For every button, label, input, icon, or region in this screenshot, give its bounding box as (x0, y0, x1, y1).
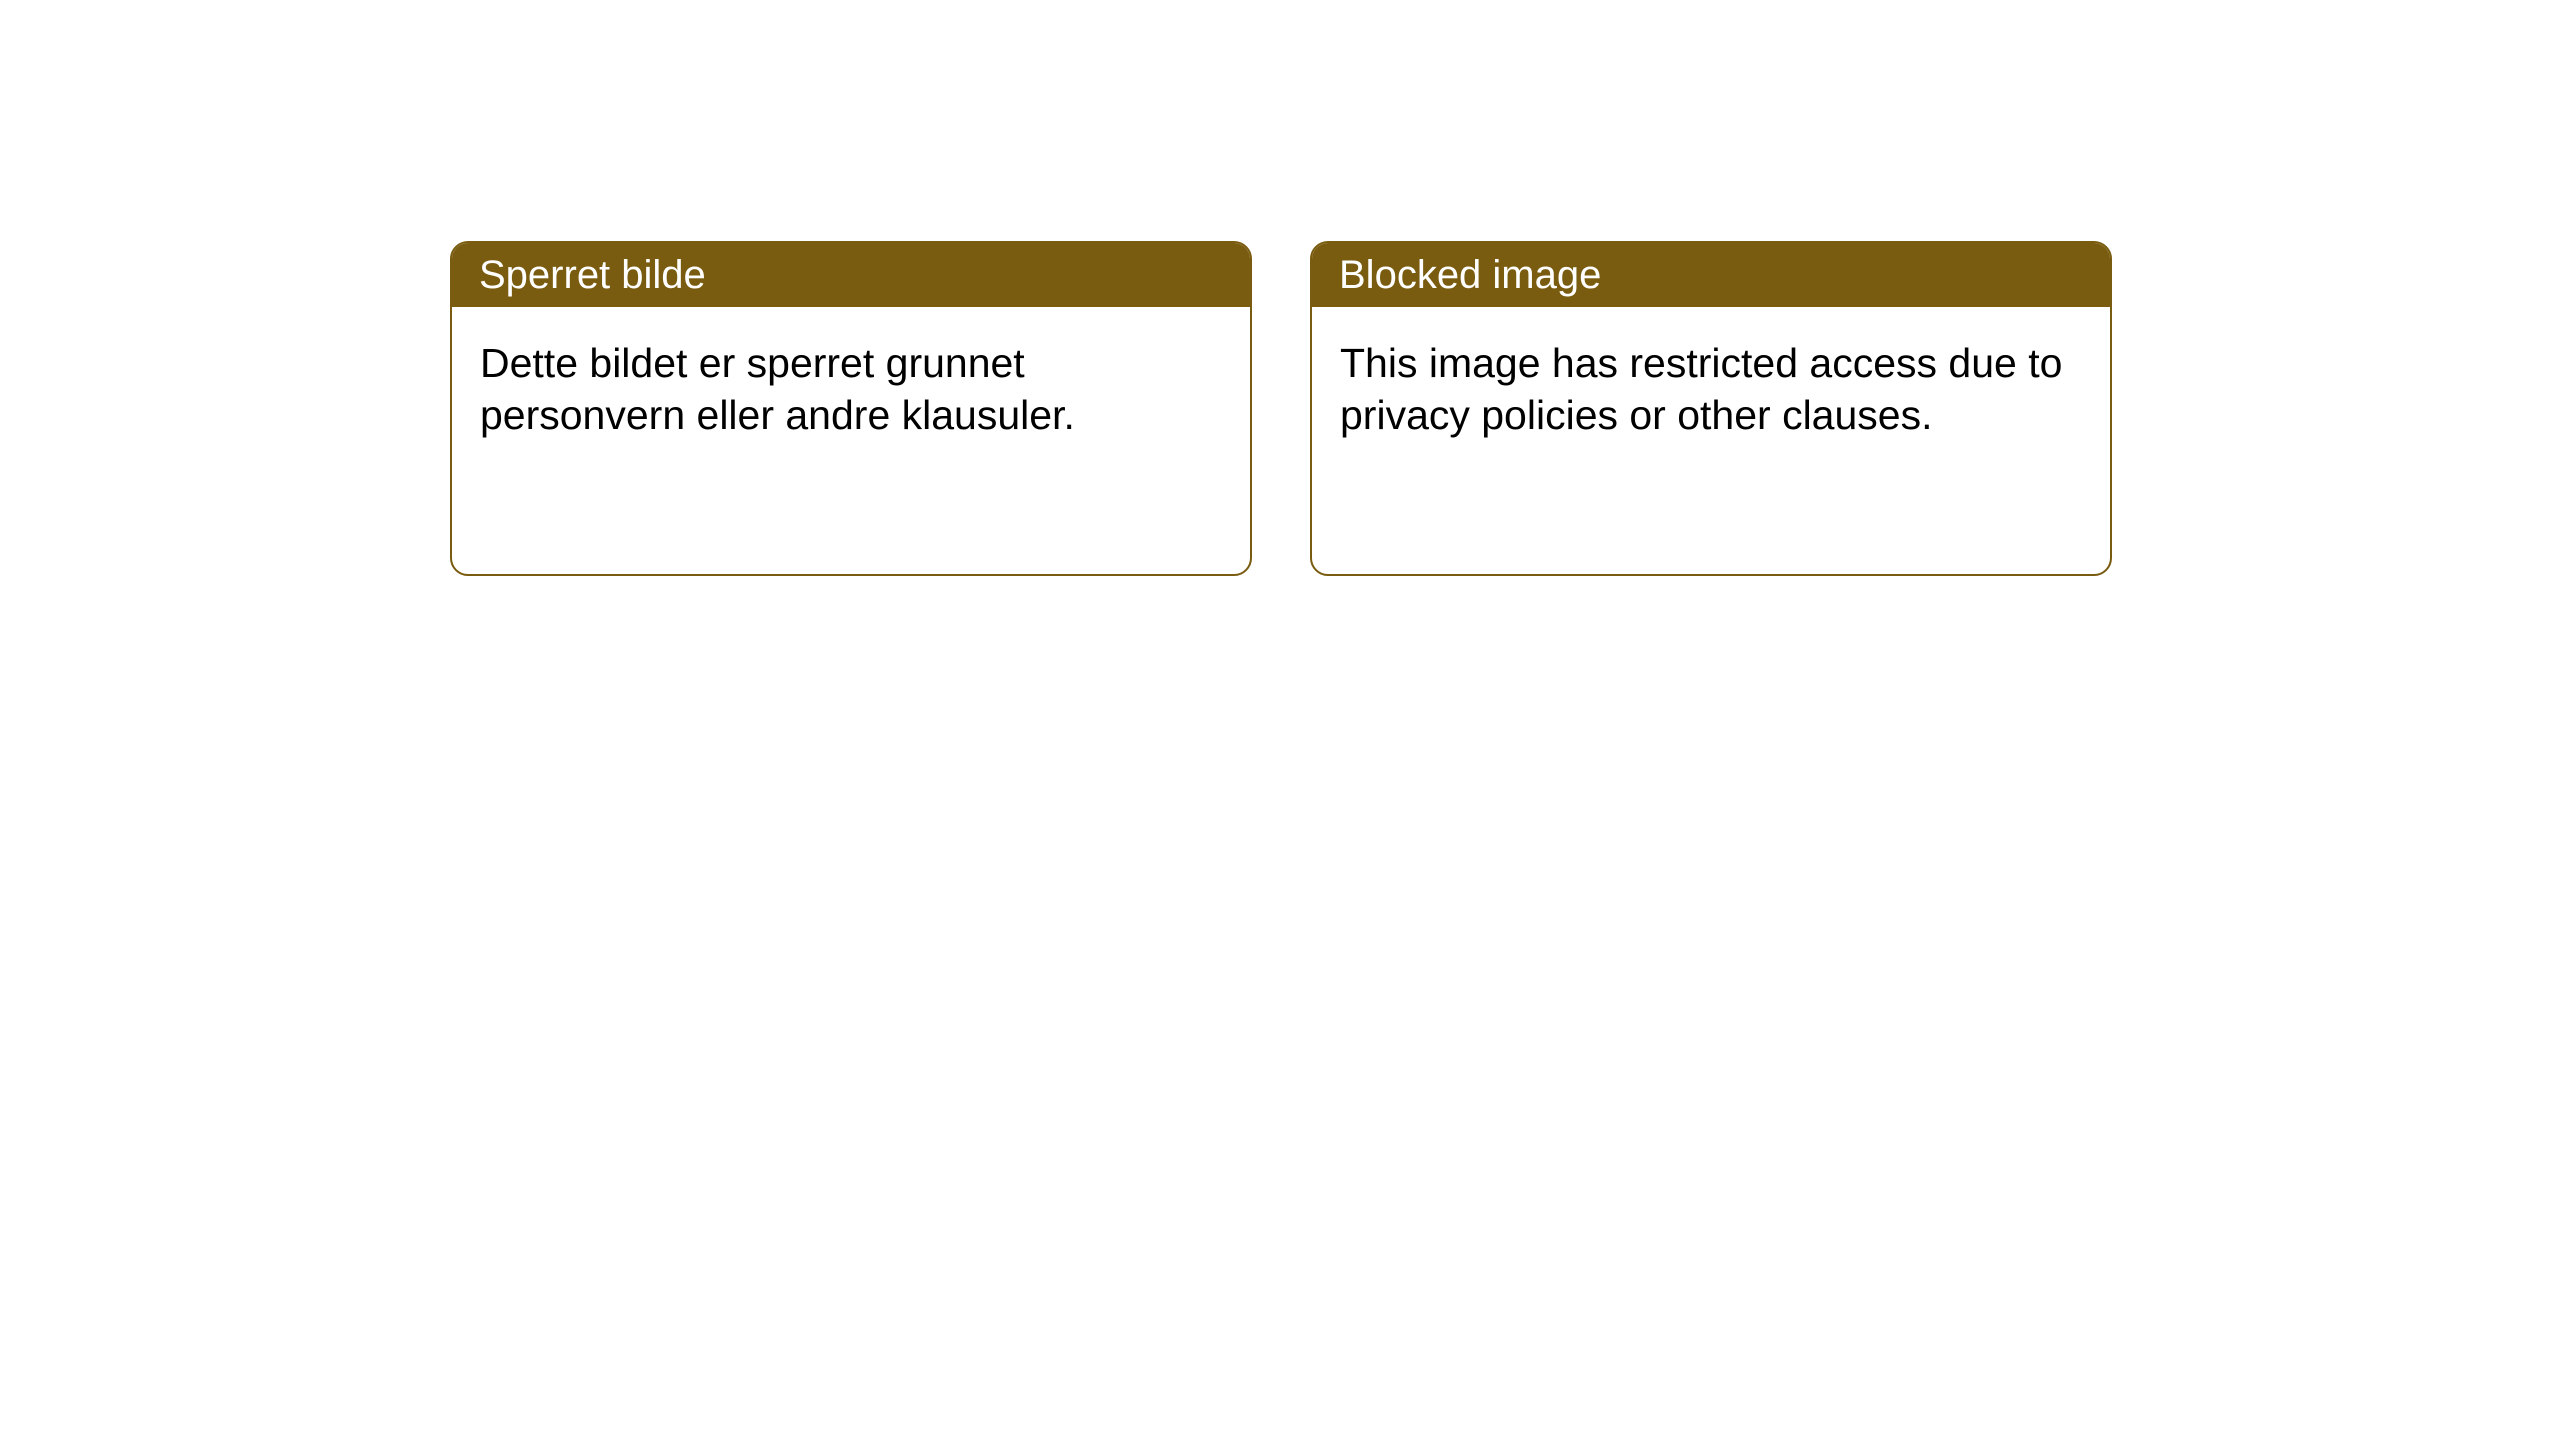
notice-header: Sperret bilde (452, 243, 1250, 307)
notices-container: Sperret bilde Dette bildet er sperret gr… (450, 241, 2112, 576)
notice-box-norwegian: Sperret bilde Dette bildet er sperret gr… (450, 241, 1252, 576)
notice-box-english: Blocked image This image has restricted … (1310, 241, 2112, 576)
notice-body: This image has restricted access due to … (1312, 307, 2110, 472)
notice-body: Dette bildet er sperret grunnet personve… (452, 307, 1250, 472)
notice-header: Blocked image (1312, 243, 2110, 307)
